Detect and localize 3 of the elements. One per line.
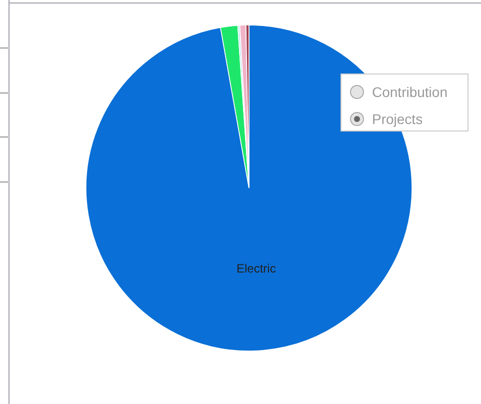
text: Projects [372,111,423,127]
text: Contribution [372,84,448,100]
slice-label: Electric [236,261,276,276]
